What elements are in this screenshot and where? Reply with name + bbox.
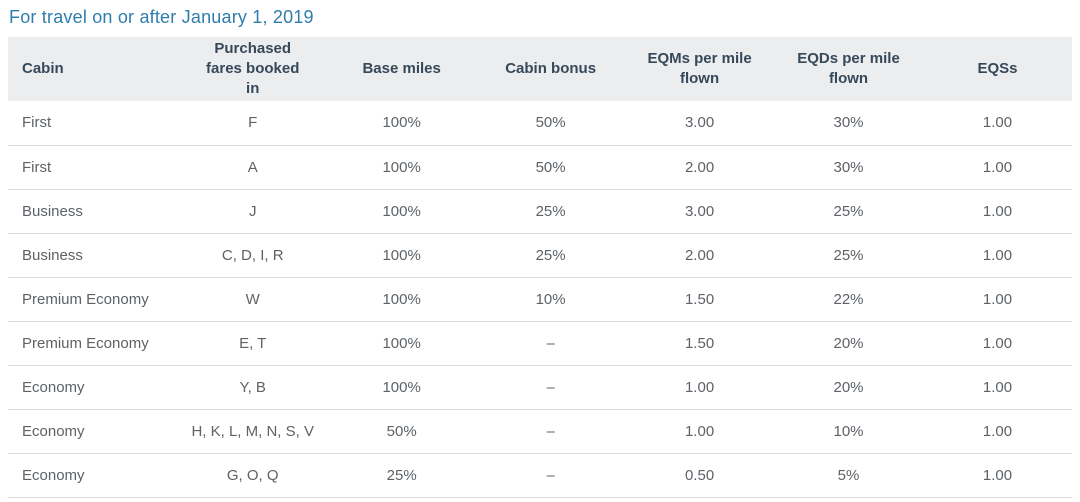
fares-booked-cell: E, T xyxy=(178,321,328,366)
cabin-bonus-cell: – xyxy=(476,321,626,366)
cabin-bonus-cell: – xyxy=(476,409,626,454)
cabin-cell: First xyxy=(8,145,179,190)
fares-booked-cell: F xyxy=(178,101,328,146)
eqds-cell: 30% xyxy=(774,145,923,190)
eqms-cell: 2.00 xyxy=(625,145,775,190)
fares-booked-cell: Y, B xyxy=(178,365,328,410)
cabin-bonus-cell: 25% xyxy=(476,189,626,234)
column-header-purchased-fares: Purchased fares booked in xyxy=(178,37,328,101)
base-miles-cell: 50% xyxy=(327,409,477,454)
eqds-cell: 25% xyxy=(774,189,923,234)
base-miles-cell: 100% xyxy=(327,277,477,322)
cabin-cell: Premium Economy xyxy=(8,277,179,322)
table-row: First A 100% 50% 2.00 30% 1.00 xyxy=(8,145,1072,190)
cabin-bonus-cell: 25% xyxy=(476,233,626,278)
eqss-cell: 1.00 xyxy=(923,277,1072,322)
eqss-cell: 1.00 xyxy=(923,145,1072,190)
base-miles-cell: 100% xyxy=(327,321,477,366)
cabin-bonus-cell: 50% xyxy=(476,101,626,146)
eqds-cell: 20% xyxy=(774,365,923,410)
table-row: Premium Economy E, T 100% –1.50 20% 1.00 xyxy=(8,321,1072,366)
eqss-cell: 1.00 xyxy=(923,365,1072,410)
eqds-cell: 30% xyxy=(774,101,923,146)
eqms-cell: 1.50 xyxy=(625,277,775,322)
base-miles-cell: 100% xyxy=(327,145,477,190)
table-row: Economy H, K, L, M, N, S, V 50% –1.00 10% 1.0… xyxy=(8,409,1072,454)
page-title: For travel on or after January 1, 2019 xyxy=(9,7,314,27)
header-row: Cabin Purchased fares booked in Base mil… xyxy=(8,37,1072,101)
base-miles-cell: 100% xyxy=(327,365,477,410)
cabin-bonus-cell: 50% xyxy=(476,145,626,190)
cabin-cell: First xyxy=(8,101,179,146)
column-header-eqms: EQMs per mile flown xyxy=(625,37,775,101)
base-miles-cell: 25% xyxy=(327,453,477,498)
fares-booked-cell: G, O, Q xyxy=(178,453,328,498)
eqss-cell: 1.00 xyxy=(923,321,1072,366)
cabin-bonus-cell: 10% xyxy=(476,277,626,322)
eqss-cell: 1.00 xyxy=(923,233,1072,278)
column-header-eqds: EQDs per mile flown xyxy=(774,37,923,101)
cabin-cell: Premium Economy xyxy=(8,321,179,366)
fares-booked-cell: C, D, I, R xyxy=(178,233,328,278)
eqss-cell: 1.00 xyxy=(923,189,1072,234)
cabin-cell: Business xyxy=(8,189,179,234)
base-miles-cell: 100% xyxy=(327,189,477,234)
fares-booked-cell: J xyxy=(178,189,328,234)
eqms-cell: 3.00 xyxy=(625,101,775,146)
table-row: Business J 100% 25% 3.00 25% 1.00 xyxy=(8,189,1072,234)
fare-earning-table: Cabin Purchased fares booked in Base mil… xyxy=(8,37,1072,498)
column-header-base-miles: Base miles xyxy=(327,37,477,101)
cabin-cell: Economy xyxy=(8,409,179,454)
cabin-bonus-cell: – xyxy=(476,453,626,498)
eqds-cell: 25% xyxy=(774,233,923,278)
eqds-cell: 22% xyxy=(774,277,923,322)
cabin-cell: Economy xyxy=(8,453,179,498)
eqms-cell: 1.00 xyxy=(625,365,775,410)
eqms-cell: 2.00 xyxy=(625,233,775,278)
cabin-cell: Business xyxy=(8,233,179,278)
column-header-eqss: EQSs xyxy=(923,37,1072,101)
table-row: Business C, D, I, R 100% 25% 2.00 25% 1.00 xyxy=(8,233,1072,278)
eqms-cell: 1.50 xyxy=(625,321,775,366)
column-header-cabin-bonus: Cabin bonus xyxy=(476,37,626,101)
base-miles-cell: 100% xyxy=(327,233,477,278)
table-row: Premium Economy W 100% 10% 1.50 22% 1.00 xyxy=(8,277,1072,322)
eqds-cell: 10% xyxy=(774,409,923,454)
table-body: First F 100% 50% 3.00 30% 1.00 First A 100% 50% 2.0… xyxy=(8,101,1072,498)
eqms-cell: 3.00 xyxy=(625,189,775,234)
eqss-cell: 1.00 xyxy=(923,453,1072,498)
table-row: Economy G, O, Q 25% –0.50 5% 1.00 xyxy=(8,453,1072,498)
table-row: First F 100% 50% 3.00 30% 1.00 xyxy=(8,101,1072,146)
cabin-bonus-cell: – xyxy=(476,365,626,410)
eqms-cell: 1.00 xyxy=(625,409,775,454)
eqds-cell: 5% xyxy=(774,453,923,498)
eqss-cell: 1.00 xyxy=(923,101,1072,146)
base-miles-cell: 100% xyxy=(327,101,477,146)
cabin-cell: Economy xyxy=(8,365,179,410)
eqss-cell: 1.00 xyxy=(923,409,1072,454)
eqds-cell: 20% xyxy=(774,321,923,366)
column-header-cabin: Cabin xyxy=(8,37,179,101)
fares-booked-cell: A xyxy=(178,145,328,190)
table-row: Economy Y, B 100% –1.00 20% 1.00 xyxy=(8,365,1072,410)
eqms-cell: 0.50 xyxy=(625,453,775,498)
fares-booked-cell: W xyxy=(178,277,328,322)
fares-booked-cell: H, K, L, M, N, S, V xyxy=(178,409,328,454)
table-header: Cabin Purchased fares booked in Base mil… xyxy=(8,37,1072,101)
